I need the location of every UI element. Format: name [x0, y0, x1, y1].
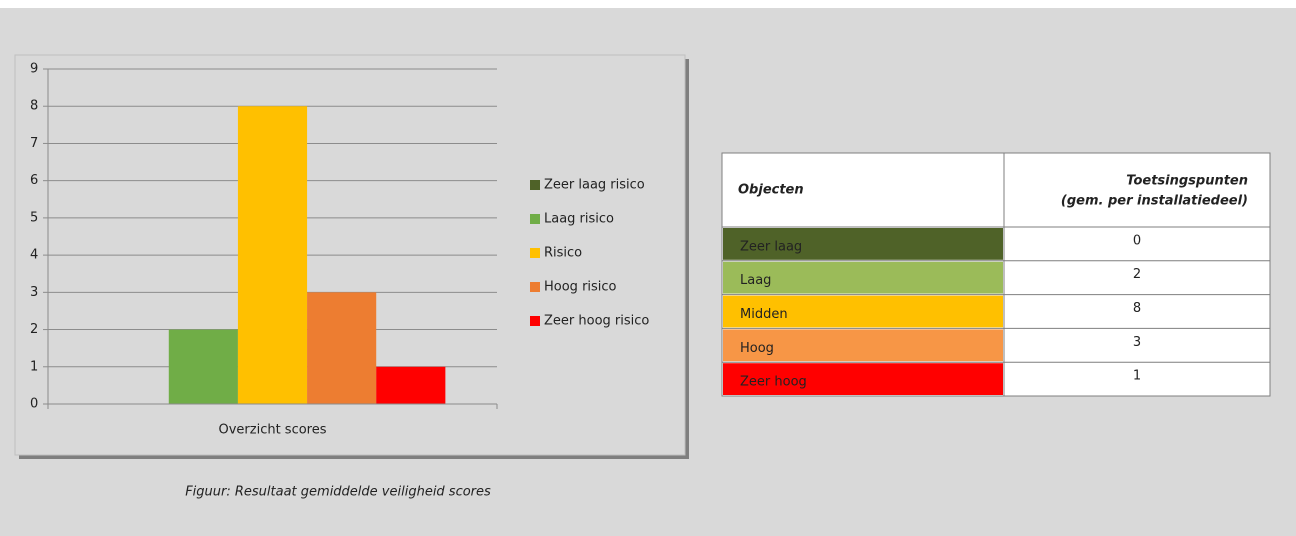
table-cell-color [723, 329, 1003, 362]
y-tick-label: 1 [30, 359, 38, 374]
y-tick-label: 3 [30, 285, 38, 300]
bar [168, 329, 238, 404]
legend-label: Laag risico [544, 212, 614, 227]
caption: Figuur: Resultaat gemiddelde veiligheid … [185, 485, 491, 500]
table-cell: 8 [1133, 301, 1141, 316]
bar [376, 366, 446, 404]
table-cell: 0 [1133, 233, 1141, 248]
x-tick-label: Overzicht scores [218, 423, 326, 438]
table-cell: 3 [1133, 335, 1141, 350]
legend-swatch [530, 180, 540, 190]
legend-swatch [530, 248, 540, 258]
legend-label: Hoog risico [544, 280, 617, 295]
y-tick-label: 4 [30, 248, 38, 263]
table-cell: Laag [740, 273, 771, 288]
y-tick-label: 0 [30, 397, 38, 412]
table-header: Toetsingspunten [1126, 174, 1248, 189]
y-tick-label: 6 [30, 173, 38, 188]
bar [307, 292, 377, 404]
legend-swatch [530, 282, 540, 292]
table-cell-color [723, 261, 1003, 294]
y-tick-label: 8 [30, 99, 38, 114]
table-cell: Zeer laag [740, 239, 802, 254]
table-cell-color [723, 228, 1003, 260]
table-cell: Zeer hoog [740, 375, 807, 390]
table-header: Objecten [738, 183, 804, 198]
table-cell-color [723, 363, 1003, 395]
legend-swatch [530, 316, 540, 326]
y-tick-label: 9 [30, 62, 38, 77]
table-header: (gem. per installatiedeel) [1061, 194, 1248, 209]
y-tick-label: 7 [30, 136, 38, 151]
table-cell: Midden [740, 307, 788, 322]
table-cell-color [723, 295, 1003, 328]
y-tick-label: 5 [30, 210, 38, 225]
y-tick-label: 2 [30, 322, 38, 337]
legend-label: Risico [544, 246, 582, 261]
table-cell: 2 [1133, 267, 1141, 282]
table-cell: Hoog [740, 341, 774, 356]
table-cell: 1 [1133, 369, 1141, 384]
bar [237, 106, 308, 404]
legend-swatch [530, 214, 540, 224]
legend-label: Zeer hoog risico [544, 314, 649, 329]
legend-label: Zeer laag risico [544, 178, 645, 193]
